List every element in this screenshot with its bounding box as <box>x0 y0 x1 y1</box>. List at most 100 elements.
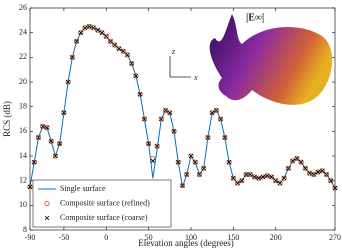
marker-circle <box>95 27 101 33</box>
marker-circle <box>52 153 59 159</box>
marker-circle <box>234 180 241 186</box>
marker-circle <box>112 42 118 48</box>
marker-circle <box>120 48 126 54</box>
marker-cross <box>108 39 113 44</box>
marker-cross <box>146 141 151 146</box>
y-tick-label: 16 <box>19 126 27 135</box>
marker-cross <box>252 174 257 180</box>
marker-cross <box>31 159 37 165</box>
marker-cross <box>281 175 287 181</box>
y-tick-label: 24 <box>19 27 27 36</box>
marker-cross <box>303 166 308 171</box>
x-tick-label: 100 <box>185 233 197 242</box>
marker-circle <box>239 178 245 184</box>
marker-cross <box>239 178 245 183</box>
marker-circle <box>281 175 287 181</box>
marker-circle <box>27 184 33 190</box>
marker-cross <box>61 110 67 116</box>
marker-cross <box>188 153 194 159</box>
marker-circle <box>201 165 207 171</box>
radiation-inset <box>169 14 333 105</box>
marker-circle <box>35 134 42 141</box>
marker-circle <box>171 128 177 134</box>
marker-circle <box>192 159 198 165</box>
marker-cross <box>44 125 50 130</box>
x-tick-label: 270 <box>329 233 341 242</box>
marker-circle <box>150 155 156 162</box>
marker-circle <box>69 54 75 60</box>
marker-cross <box>112 42 118 48</box>
marker-cross <box>214 108 219 113</box>
marker-cross <box>294 156 300 161</box>
y-tick-label: 14 <box>19 151 27 160</box>
marker-circle <box>57 141 63 147</box>
marker-cross <box>226 159 232 165</box>
marker-cross <box>95 27 101 33</box>
marker-cross <box>159 116 164 122</box>
marker-circle <box>99 30 105 36</box>
marker-cross <box>286 166 291 171</box>
marker-circle <box>277 180 283 186</box>
marker-cross <box>129 61 134 66</box>
marker-circle <box>141 116 147 122</box>
marker-circle <box>184 171 190 178</box>
y-tick-label: 22 <box>19 52 27 61</box>
x-tick-label: -90 <box>25 233 36 242</box>
marker-circle <box>61 110 67 116</box>
marker-cross <box>231 175 236 181</box>
marker-circle <box>107 38 114 44</box>
y-tick-label: 18 <box>19 101 27 110</box>
x-tick-label: 50 <box>145 233 153 242</box>
y-tick-label: 12 <box>19 175 27 184</box>
marker-cross <box>78 30 84 35</box>
marker-circle <box>273 178 279 184</box>
x-tick-label: 200 <box>270 233 282 242</box>
y-tick-label: 20 <box>19 77 27 86</box>
marker-cross <box>137 92 143 97</box>
marker-cross <box>218 116 223 122</box>
legend-label: Composite surface (coarse) <box>60 213 148 222</box>
marker-circle <box>218 116 224 122</box>
legend-label: Single surface <box>60 184 106 193</box>
marker-cross <box>87 24 92 29</box>
legend-label: Composite surface (refined) <box>60 198 150 207</box>
marker-cross <box>99 30 105 35</box>
legend: Single surface Composite surface (refined… <box>32 179 172 228</box>
x-axis-label: Elevation angles (degrees) <box>138 238 233 248</box>
y-tick-label: 10 <box>19 200 27 209</box>
marker-cross <box>311 172 317 177</box>
marker-cross <box>332 185 338 191</box>
x-tick-label: 150 <box>227 233 239 242</box>
marker-cross <box>201 166 206 171</box>
marker-cross <box>48 138 54 144</box>
marker-circle <box>103 33 109 39</box>
marker-cross <box>36 135 41 140</box>
marker-cross <box>277 180 283 186</box>
marker-cross <box>103 34 109 39</box>
marker-cross <box>264 173 270 179</box>
marker-circle <box>137 91 143 97</box>
marker-cross <box>184 172 190 177</box>
marker-cross <box>53 153 58 159</box>
marker-circle <box>230 175 236 181</box>
marker-circle <box>129 60 135 67</box>
marker-cross <box>235 180 240 186</box>
marker-cross <box>40 124 45 129</box>
legend-box <box>32 179 172 228</box>
inset-label: |E∞| <box>246 12 264 23</box>
marker-cross <box>197 172 202 177</box>
marker-circle <box>319 168 325 174</box>
marker-circle <box>162 107 169 113</box>
marker-cross <box>74 39 79 44</box>
plot-frame <box>29 7 336 231</box>
marker-cross <box>65 79 71 85</box>
marker-circle <box>124 52 131 58</box>
marker-cross <box>91 25 96 31</box>
marker-circle <box>196 171 203 178</box>
marker-circle <box>179 183 186 189</box>
marker-circle <box>31 159 37 165</box>
marker-cross <box>269 174 274 180</box>
marker-cross <box>133 73 139 79</box>
marker-circle <box>328 178 334 184</box>
marker-cross <box>324 172 329 177</box>
